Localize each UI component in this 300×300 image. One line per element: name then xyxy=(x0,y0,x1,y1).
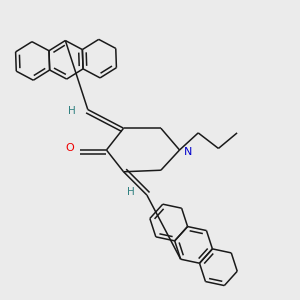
Text: O: O xyxy=(66,143,74,153)
Text: N: N xyxy=(184,147,193,157)
Text: H: H xyxy=(68,106,76,116)
Text: H: H xyxy=(128,187,135,197)
